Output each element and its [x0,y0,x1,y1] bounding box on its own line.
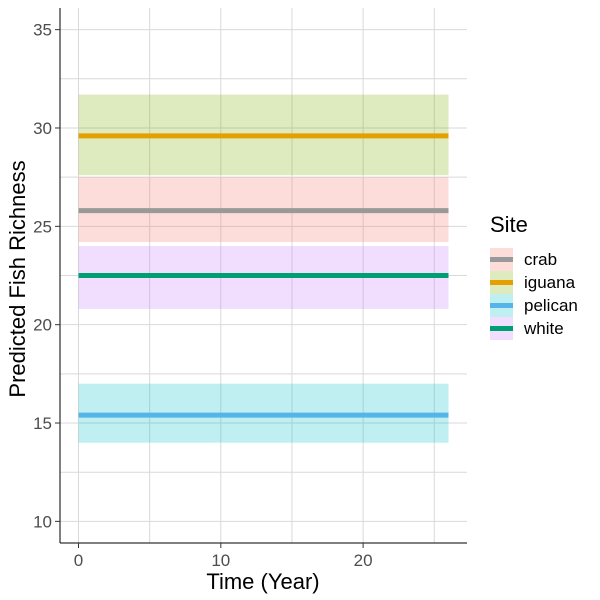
legend: Site crab iguana pelican white [490,212,578,340]
y-tick-label: 10 [33,512,52,531]
y-tick-label: 35 [33,21,52,40]
x-tick-label: 0 [74,551,83,570]
axes [55,8,467,548]
y-tick-label: 20 [33,316,52,335]
tick-labels: 0 10 20 10 15 20 25 30 35 [33,21,372,570]
y-tick-label: 30 [33,119,52,138]
legend-label-crab: crab [524,250,557,269]
legend-label-pelican: pelican [524,296,578,315]
legend-title: Site [490,212,528,237]
legend-label-iguana: iguana [524,273,576,292]
confidence-bands [78,94,449,443]
series-lines [78,133,449,418]
x-axis-label: Time (Year) [206,569,319,594]
x-tick-label: 10 [211,551,230,570]
y-axis-label: Predicted Fish Richness [5,160,30,397]
legend-label-white: white [523,319,564,338]
y-tick-label: 15 [33,414,52,433]
x-tick-label: 20 [354,551,373,570]
y-tick-label: 25 [33,217,52,236]
